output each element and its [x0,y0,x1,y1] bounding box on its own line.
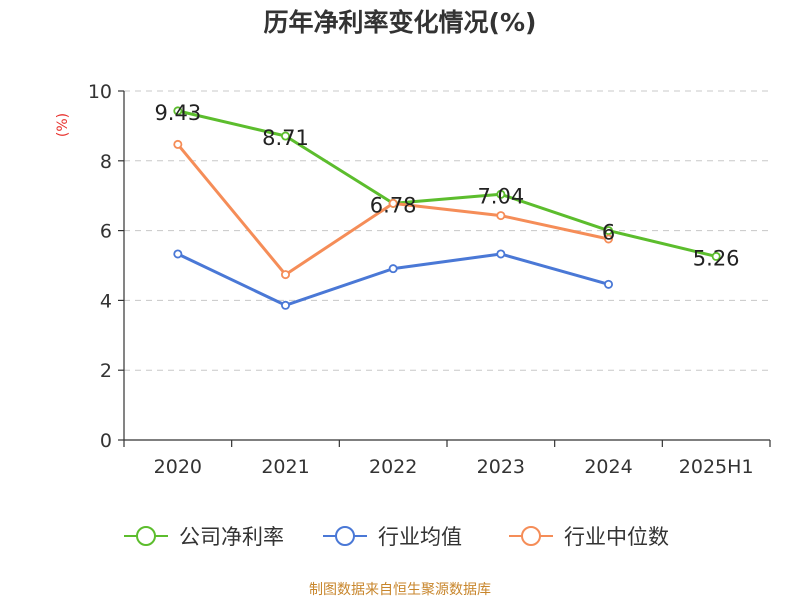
series-lines [173,106,721,310]
x-tick-label-2023: 2023 [477,456,525,478]
y-tick-label-6: 6 [100,221,112,243]
series-2-point-2023[interactable] [496,249,506,259]
series-3-point-2024[interactable] [604,234,614,244]
legend-marker-2 [335,526,355,546]
data-labels: 9.43 8.71 6.78 7.04 6 5.26 [154,101,739,271]
y-tick-label-2: 2 [100,360,112,382]
x-tick-label-2022: 2022 [369,456,417,478]
y-tick-label-8: 8 [100,151,112,173]
series-3-point-2023[interactable] [496,211,506,221]
legend-label-3: 行业中位数 [564,525,669,549]
legend-item-1[interactable]: 公司净利率 [124,525,284,549]
legend[interactable]: 公司净利率 行业均值 行业中位数 [124,525,669,549]
series-2-point-2020[interactable] [173,249,183,259]
data-label-2024: 6 [602,221,615,245]
data-label-2025H1: 5.26 [693,246,740,270]
x-tick-label-2025H1: 2025H1 [679,456,754,478]
series-1-point-2024[interactable] [604,226,614,236]
series-3-point-2022[interactable] [388,198,398,208]
series-2 [173,249,614,310]
series-1-point-2021[interactable] [280,131,290,141]
series-line-2 [177,252,609,307]
legend-item-3[interactable]: 行业中位数 [509,525,669,549]
y-tick-label-4: 4 [100,290,112,312]
y-tick-label-10: 10 [88,81,112,103]
x-tick-label-2021: 2021 [261,456,309,478]
chart-title: 历年净利率变化情况(%) [264,8,537,37]
series-line-1 [177,109,717,258]
series-3 [173,139,614,280]
x-tick-label-2020: 2020 [154,456,202,478]
series-3-point-2021[interactable] [280,270,290,280]
series-1-point-2025H1[interactable] [711,251,721,261]
data-label-2022: 6.78 [370,193,417,217]
y-tick-label-0: 0 [100,430,112,452]
data-label-2020: 9.43 [154,101,201,125]
legend-label-2: 行业均值 [378,525,462,549]
series-1-point-2023[interactable] [496,189,506,199]
legend-label-1: 公司净利率 [179,525,284,549]
source-note: 制图数据来自恒生聚源数据库 [309,582,491,598]
legend-marker-3 [521,526,541,546]
data-label-2023: 7.04 [477,184,524,208]
y-axis-unit: (%) [55,113,71,137]
series-1-point-2020[interactable] [173,106,183,116]
data-label-2021: 8.71 [262,126,309,150]
legend-item-2[interactable]: 行业均值 [323,525,462,549]
x-tick-label-2024: 2024 [584,456,632,478]
axes: 0 2 4 6 8 10 2020 2021 2022 2023 2024 2025H1 [88,81,771,478]
grid-lines [124,90,770,371]
series-2-point-2024[interactable] [604,279,614,289]
legend-marker-1 [136,526,156,546]
series-2-point-2021[interactable] [280,300,290,310]
series-3-point-2020[interactable] [173,139,183,149]
series-2-point-2022[interactable] [388,264,398,274]
